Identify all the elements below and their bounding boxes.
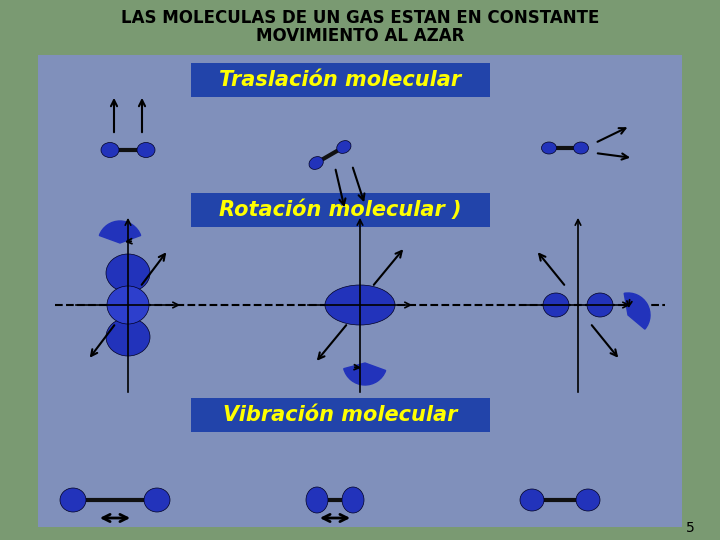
Text: Vibración molecular: Vibración molecular: [222, 405, 457, 425]
Ellipse shape: [574, 142, 588, 154]
Ellipse shape: [144, 488, 170, 512]
Bar: [38, 55, 682, 527]
Ellipse shape: [106, 318, 150, 356]
Text: MOVIMIENTO AL AZAR: MOVIMIENTO AL AZAR: [256, 27, 464, 45]
Text: Traslación molecular: Traslación molecular: [219, 70, 461, 90]
Ellipse shape: [325, 285, 395, 325]
Ellipse shape: [137, 143, 155, 158]
Ellipse shape: [576, 489, 600, 511]
Wedge shape: [99, 221, 140, 243]
FancyBboxPatch shape: [191, 193, 490, 227]
Wedge shape: [343, 363, 386, 385]
Ellipse shape: [306, 487, 328, 513]
Ellipse shape: [541, 142, 557, 154]
Text: 5: 5: [685, 521, 694, 535]
Ellipse shape: [107, 286, 149, 324]
Ellipse shape: [106, 254, 150, 292]
FancyBboxPatch shape: [191, 398, 490, 432]
Ellipse shape: [337, 140, 351, 153]
Ellipse shape: [520, 489, 544, 511]
Text: LAS MOLECULAS DE UN GAS ESTAN EN CONSTANTE: LAS MOLECULAS DE UN GAS ESTAN EN CONSTAN…: [121, 9, 599, 27]
Wedge shape: [624, 293, 650, 329]
FancyBboxPatch shape: [191, 63, 490, 97]
Ellipse shape: [101, 143, 119, 158]
Ellipse shape: [309, 157, 323, 170]
Ellipse shape: [543, 293, 569, 317]
Ellipse shape: [342, 487, 364, 513]
Text: Rotación molecular ): Rotación molecular ): [219, 200, 462, 220]
Ellipse shape: [587, 293, 613, 317]
Ellipse shape: [60, 488, 86, 512]
